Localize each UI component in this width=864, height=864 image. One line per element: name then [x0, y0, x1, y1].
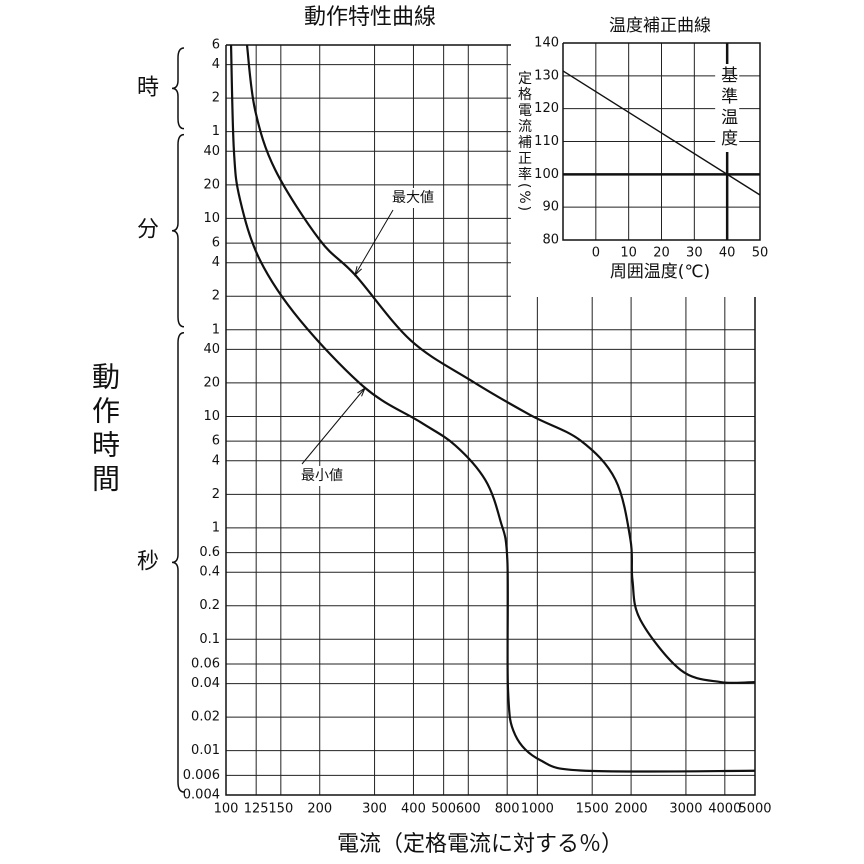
y-tick-label: 4	[212, 453, 220, 468]
main-plot: 100 125 150 200 300 400 500 600 800 1000 1500 2000 3…	[137, 38, 772, 817]
y-tick-label: 130	[534, 68, 559, 83]
y-tick-label: 40	[203, 342, 220, 357]
x-axis-label: 周囲温度(℃)	[610, 262, 710, 282]
x-tick-label: 4000	[708, 802, 741, 817]
y-axis-label: 動作時間	[88, 362, 121, 498]
y-tick-label: 0.04	[191, 676, 220, 691]
reference-label: 基準温度	[717, 66, 738, 150]
y-tick-label: 0.2	[199, 598, 220, 613]
group-brace	[171, 133, 185, 328]
y-tick-label: 4	[212, 255, 220, 270]
y-tick-label: 0.6	[199, 545, 220, 560]
y-tick-label: 20	[203, 375, 220, 390]
inset-plot: 温度補正曲線 0 10 20 30 40 50 80 90 100 110 120 130 140 基準温度…	[516, 16, 768, 282]
arrow-head	[354, 266, 362, 277]
x-tick-label: 400	[401, 802, 426, 817]
x-tick-label: 800	[495, 802, 520, 817]
y-tick-label: 2	[212, 91, 220, 106]
y-tick-label: 120	[534, 101, 559, 116]
curve	[562, 70, 761, 196]
y-tick-label: 4	[212, 57, 220, 72]
y-tick-label: 110	[534, 134, 559, 149]
x-axis-label: 電流（定格電流に対する％）	[337, 832, 623, 857]
curve-label: 最大値	[392, 190, 434, 206]
group-brace	[171, 332, 185, 793]
y-tick-label: 20	[203, 177, 220, 192]
x-tick-label: 600	[456, 802, 481, 817]
y-tick-label: 1	[212, 322, 220, 337]
group-label: 分	[137, 218, 159, 243]
y-tick-label: 0.01	[191, 743, 220, 758]
y-tick-label: 1	[212, 520, 220, 535]
y-tick-label: 90	[542, 200, 559, 215]
x-tick-label: 20	[653, 246, 670, 261]
chart-title: 動作特性曲線	[304, 5, 436, 30]
y-axis-label: 定格電流補正率(%)	[516, 71, 532, 213]
arrow-head	[357, 386, 367, 397]
y-tick-label: 80	[542, 233, 559, 248]
reference-label-bg	[715, 64, 740, 152]
y-tick-label: 0.06	[191, 656, 220, 671]
x-tick-label: 1500	[576, 802, 609, 817]
x-tick-label: 200	[307, 802, 332, 817]
x-tick-label: 100	[214, 802, 239, 817]
y-tick-label: 40	[203, 144, 220, 159]
y-tick-label: 10	[203, 409, 220, 424]
annotation-bg	[294, 466, 350, 486]
x-tick-label: 125	[244, 802, 269, 817]
y-tick-label: 2	[212, 487, 220, 502]
y-tick-label: 1	[212, 124, 220, 139]
x-tick-label: 500	[431, 802, 456, 817]
curve	[245, 44, 756, 685]
x-tick-label: 50	[752, 246, 769, 261]
group-label: 時	[137, 75, 159, 100]
y-tick-label: 0.1	[199, 632, 220, 647]
annotation-arrow	[301, 387, 366, 465]
y-tick-label: 2	[212, 289, 220, 304]
x-tick-label: 30	[686, 246, 703, 261]
annotation-bg	[385, 188, 441, 208]
inset-title: 温度補正曲線	[609, 16, 711, 36]
group-label: 秒	[137, 549, 159, 574]
curve	[229, 44, 756, 773]
curve-label: 最小値	[301, 468, 343, 484]
x-tick-label: 150	[268, 802, 293, 817]
y-tick-label: 100	[534, 167, 559, 182]
y-tick-label: 140	[534, 36, 559, 51]
y-tick-label: 0.02	[191, 710, 220, 725]
y-tick-label: 0.4	[199, 565, 220, 580]
x-tick-label: 1000	[521, 802, 554, 817]
y-tick-label: 0.004	[183, 788, 220, 803]
y-tick-label: 0.006	[183, 768, 220, 783]
annotation-arrow	[354, 209, 394, 276]
y-tick-label: 10	[203, 211, 220, 226]
y-tick-label: 6	[212, 236, 220, 251]
group-brace	[171, 47, 185, 130]
y-tick-label: 6	[212, 434, 220, 449]
x-tick-label: 0	[592, 246, 600, 261]
x-tick-label: 2000	[615, 802, 648, 817]
x-tick-label: 300	[362, 802, 387, 817]
x-tick-label: 10	[620, 246, 637, 261]
x-tick-label: 5000	[738, 802, 771, 817]
x-tick-label: 40	[719, 246, 736, 261]
x-tick-label: 3000	[669, 802, 702, 817]
y-tick-label: 6	[212, 38, 220, 53]
